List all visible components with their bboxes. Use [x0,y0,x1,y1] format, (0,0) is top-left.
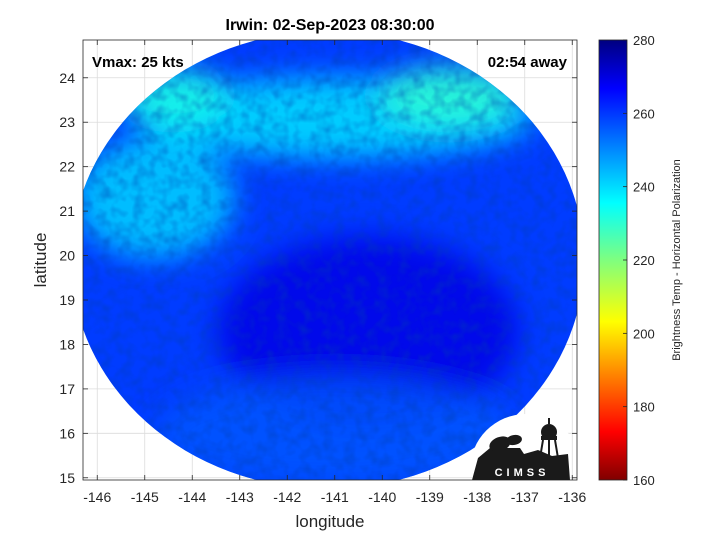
y-tick-label: 19 [59,292,75,308]
x-tick-label: -138 [463,489,491,505]
colorbar-tick-label: 160 [633,473,655,488]
colorbar-tick-label: 260 [633,106,655,121]
colorbar-tick-label: 220 [633,253,655,268]
y-axis-label: latitude [31,233,50,288]
y-tick-label: 21 [59,203,75,219]
time-away-annotation: 02:54 away [488,54,568,71]
y-tick-label: 17 [59,381,75,397]
colorbar [598,39,628,481]
y-tick-label: 15 [59,470,75,486]
x-axis-label: longitude [295,512,364,531]
x-tick-label: -141 [321,489,349,505]
plot-frame [82,39,578,481]
x-tick-label: -140 [368,489,396,505]
cimss-logo: CIMSS [472,414,570,480]
swath-texture [83,40,577,480]
y-tick-label: 20 [59,248,75,264]
y-tick-label: 23 [59,114,75,130]
colorbar-tick-label: 180 [633,400,655,415]
x-tick-label: -137 [511,489,539,505]
colorbar-ticks: 160 180 200 220 240 260 280 [623,33,655,488]
y-tick-label: 16 [59,425,75,441]
colorbar-tick-label: 240 [633,180,655,195]
colorbar-tick-label: 200 [633,326,655,341]
y-tick-label: 18 [59,336,75,352]
swath-heatmap [83,40,577,480]
x-tick-label: -143 [226,489,254,505]
svg-text:CIMSS: CIMSS [495,467,550,479]
y-tick-label: 22 [59,159,75,175]
x-tick-label: -136 [558,489,586,505]
x-tick-label: -146 [83,489,111,505]
x-tick-label: -139 [416,489,444,505]
x-tick-label: -145 [131,489,159,505]
vmax-annotation: Vmax: 25 kts [92,54,184,71]
colorbar-tick-label: 280 [633,33,655,48]
x-tick-label: -144 [178,489,206,505]
colorbar-label: Brightness Temp - Horizontal Polarizatio… [671,159,683,361]
y-tick-label: 24 [59,70,75,86]
axis-ticks: -146 -145 -144 -143 -142 -141 -140 -139 -138 -137… [59,40,586,505]
chart-title: Irwin: 02-Sep-2023 08:30:00 [226,17,435,34]
x-tick-label: -142 [273,489,301,505]
